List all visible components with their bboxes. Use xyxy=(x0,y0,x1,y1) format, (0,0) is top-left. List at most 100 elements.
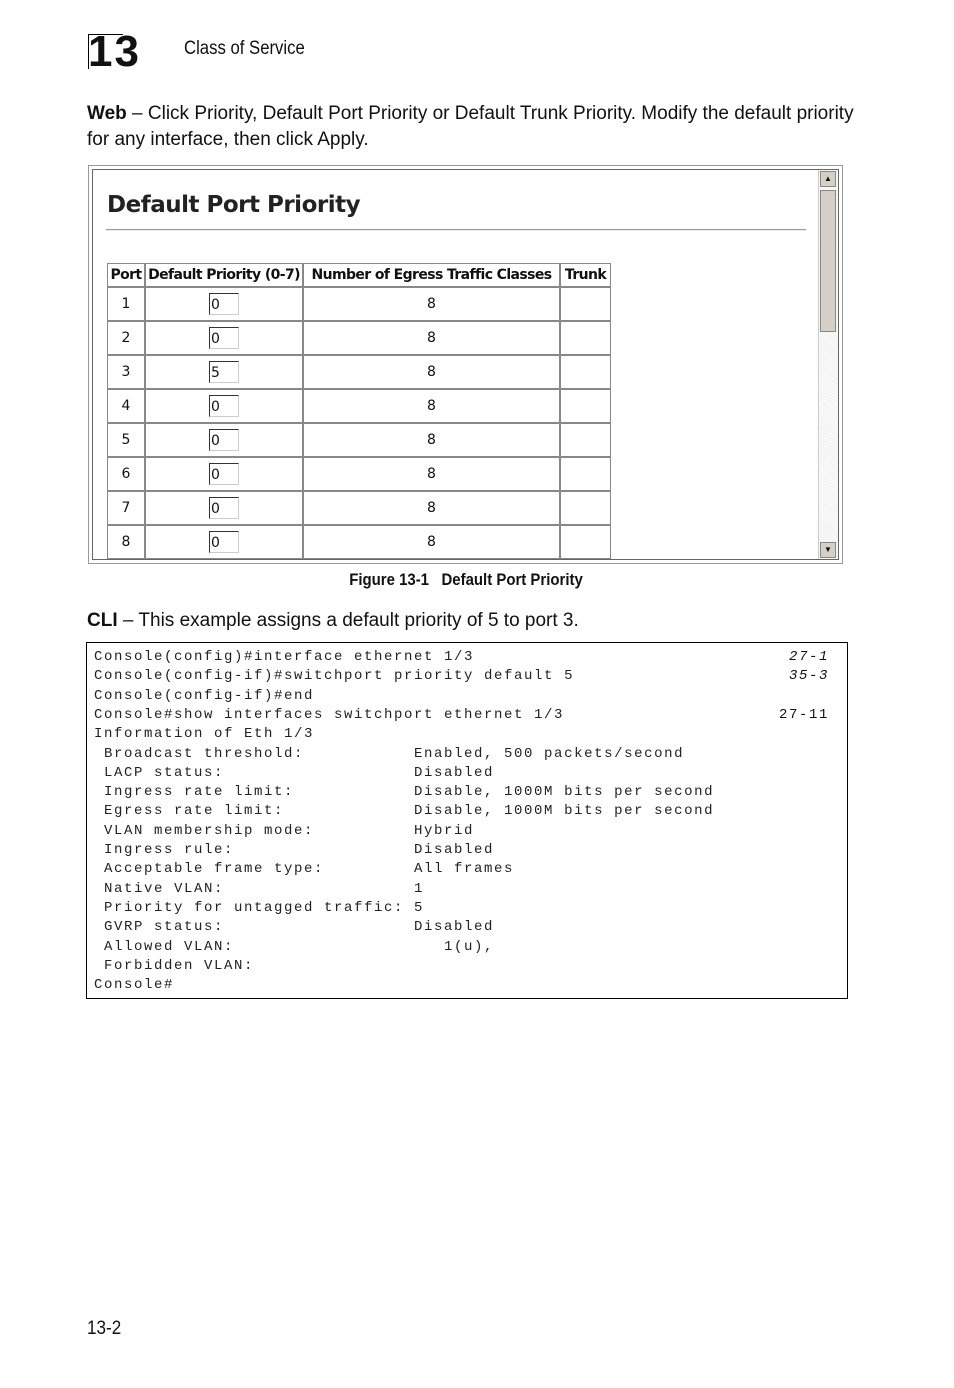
column-header: Port xyxy=(107,263,145,287)
classes-cell: 8 xyxy=(303,525,560,559)
cli-paragraph: CLI – This example assigns a default pri… xyxy=(87,608,857,634)
trunk-cell xyxy=(560,389,611,423)
caption-number: Figure 13-1 xyxy=(349,570,430,589)
priority-cell: 0 xyxy=(145,457,303,491)
code-line: Priority for untagged traffic: 5 xyxy=(94,899,425,916)
scroll-up[interactable]: ▲ xyxy=(820,171,836,187)
caption-text: Default Port Priority xyxy=(441,570,583,589)
intro-text: – Click Priority, Default Port Priority … xyxy=(87,103,854,150)
port-cell: 3 xyxy=(107,355,145,389)
code-line: Console(config)#interface ethernet 1/3 xyxy=(94,649,475,665)
classes-cell: 8 xyxy=(303,355,560,389)
trunk-cell xyxy=(560,321,611,355)
code-line: LACP status: Disabled xyxy=(94,764,495,781)
code-line: Allowed VLAN: 1(u), xyxy=(94,938,495,955)
table-row: 4 0 8 xyxy=(107,389,611,423)
code-line: Console# xyxy=(94,977,175,994)
trunk-cell xyxy=(560,423,611,457)
code-line: Native VLAN: 1 xyxy=(94,880,425,897)
port-cell: 2 xyxy=(107,321,145,355)
chapter-number: 13 xyxy=(88,27,141,76)
port-cell: 4 xyxy=(107,389,145,423)
classes-cell: 8 xyxy=(303,423,560,457)
code-line: VLAN membership mode: Hybrid xyxy=(94,822,475,839)
priority-input[interactable]: 0 xyxy=(209,293,239,315)
intro-lead: Web xyxy=(87,103,127,124)
trunk-cell xyxy=(560,355,611,389)
priority-cell: 0 xyxy=(145,287,303,321)
priority-input[interactable]: 5 xyxy=(209,361,239,383)
code-line: GVRP status: Disabled xyxy=(94,919,495,936)
table-row: 2 0 8 xyxy=(107,321,611,355)
priority-input[interactable]: 0 xyxy=(209,497,239,519)
priority-input[interactable]: 0 xyxy=(209,531,239,553)
classes-cell: 8 xyxy=(303,389,560,423)
port-cell: 5 xyxy=(107,423,145,457)
header-row: Port Default Priority (0-7) Number of Egre… xyxy=(107,263,611,287)
column-header: Default Priority (0-7) xyxy=(145,263,303,287)
classes-cell: 8 xyxy=(303,457,560,491)
port-cell: 8 xyxy=(107,525,145,559)
chapter-title: Class of Service xyxy=(184,38,305,59)
chapter-box xyxy=(88,34,123,69)
code-line: Egress rate limit: Disable, 1000M bits p… xyxy=(94,803,715,820)
code-line: Console(config-if)#switchport priority d… xyxy=(94,668,575,685)
cli-text: – This example assigns a default priorit… xyxy=(122,610,579,631)
code-line: Ingress rule: Disabled xyxy=(94,842,495,858)
trunk-cell xyxy=(560,287,611,321)
cli-lead: CLI xyxy=(87,610,118,631)
code-reference: 35-3 xyxy=(788,668,829,685)
priority-cell: 0 xyxy=(145,423,303,457)
scroll-down[interactable]: ▼ xyxy=(820,542,836,558)
screenshot: Default Port Priority Port Default Priori… xyxy=(88,165,843,564)
priority-cell: 0 xyxy=(145,321,303,355)
port-cell: 7 xyxy=(107,491,145,525)
trunk-cell xyxy=(560,491,611,525)
code-line: Forbidden VLAN: xyxy=(94,957,255,974)
priority-cell: 0 xyxy=(145,491,303,525)
heading-rule xyxy=(106,229,806,231)
table-row: 3 5 8 xyxy=(107,355,611,389)
code-reference: 27-1 xyxy=(788,649,829,665)
intro-paragraph: Web – Click Priority, Default Port Prior… xyxy=(87,101,857,153)
priority-input[interactable]: 0 xyxy=(209,429,239,451)
column-header: Trunk xyxy=(560,263,611,287)
priority-input[interactable]: 0 xyxy=(209,395,239,417)
scroll-thumb[interactable] xyxy=(820,190,836,332)
code-block: Console(config)#interface ethernet 1/3 27… xyxy=(86,642,848,999)
priority-cell: 0 xyxy=(145,389,303,423)
priority-cell: 5 xyxy=(145,355,303,389)
classes-cell: 8 xyxy=(303,287,560,321)
code-line: Broadcast threshold: Enabled, 500 packet… xyxy=(94,745,685,762)
classes-cell: 8 xyxy=(303,491,560,525)
port-cell: 6 xyxy=(107,457,145,491)
table-row: 6 0 8 xyxy=(107,457,611,491)
code-line: Console#show interfaces switchport ether… xyxy=(94,706,565,723)
priority-input[interactable]: 0 xyxy=(209,463,239,485)
priority-input[interactable]: 0 xyxy=(209,327,239,349)
code-reference: 27-11 xyxy=(778,706,829,723)
code-line: Ingress rate limit: Disable, 1000M bits … xyxy=(94,784,715,801)
priority-cell: 0 xyxy=(145,525,303,559)
trunk-cell xyxy=(560,525,611,559)
code-line: Information of Eth 1/3 xyxy=(94,726,315,743)
figure-caption: Figure 13-1 Default Port Priority xyxy=(56,570,876,590)
classes-cell: 8 xyxy=(303,321,560,355)
port-cell: 1 xyxy=(107,287,145,321)
figure-heading: Default Port Priority xyxy=(107,192,361,218)
scrollbar[interactable]: ▲ ▼ xyxy=(818,170,838,559)
code-line: Acceptable frame type: All frames xyxy=(94,861,515,878)
table-row: 5 0 8 xyxy=(107,423,611,457)
code-line: Console(config-if)#end xyxy=(94,687,315,704)
priority-table: Port Default Priority (0-7) Number of Egre… xyxy=(107,263,611,559)
column-header: Number of Egress Traffic Classes xyxy=(303,263,560,287)
table-row: 8 0 8 xyxy=(107,525,611,559)
browser-frame: Default Port Priority Port Default Priori… xyxy=(92,169,839,560)
trunk-cell xyxy=(560,457,611,491)
table-row: 7 0 8 xyxy=(107,491,611,525)
page-number: 13-2 xyxy=(87,1318,122,1339)
table-row: 1 0 8 xyxy=(107,287,611,321)
